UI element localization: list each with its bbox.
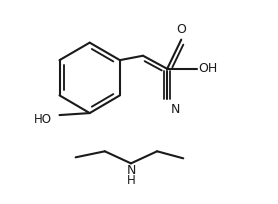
Text: HO: HO xyxy=(33,113,51,126)
Text: H: H xyxy=(126,174,135,187)
Text: O: O xyxy=(176,23,186,36)
Text: OH: OH xyxy=(198,62,218,75)
Text: N: N xyxy=(126,164,136,177)
Text: N: N xyxy=(171,103,181,116)
